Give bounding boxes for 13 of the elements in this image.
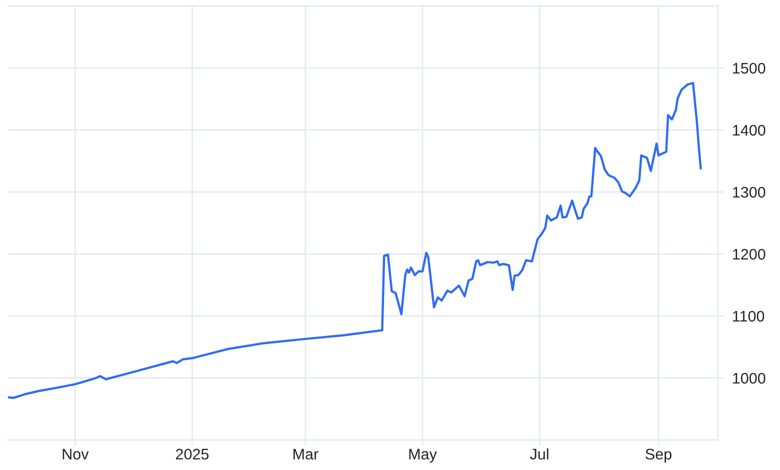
x-tick-label: May bbox=[409, 448, 437, 463]
x-tick-label: Jul bbox=[530, 448, 548, 460]
y-tick-label: 1100 bbox=[733, 310, 764, 322]
line-series bbox=[8, 82, 702, 399]
y-tick-label: 1400 bbox=[733, 124, 766, 136]
y-tick-label: 1000 bbox=[733, 372, 766, 384]
y-tick-label: 1300 bbox=[733, 186, 766, 198]
y-tick-label: 1200 bbox=[733, 248, 766, 260]
x-tick-label: Sep bbox=[646, 448, 672, 463]
x-tick-label: 2025 bbox=[176, 448, 209, 460]
x-tick-label: Mar bbox=[294, 448, 318, 460]
x-tick-label: Nov bbox=[62, 448, 89, 460]
y-tick-label: 1500 bbox=[733, 62, 766, 74]
